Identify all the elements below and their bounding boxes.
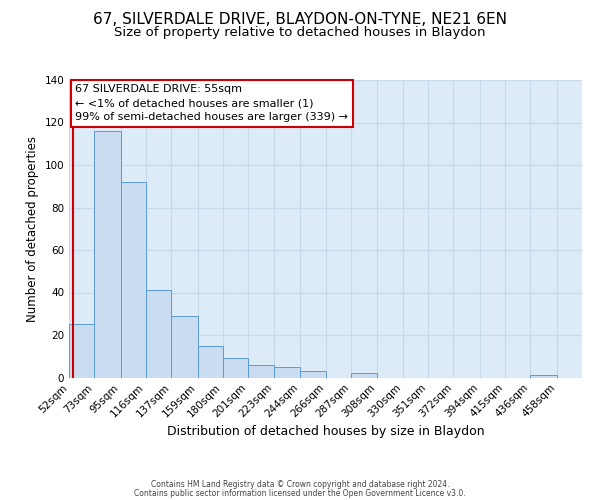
Bar: [69, 324, 94, 378]
Bar: [146, 290, 171, 378]
Bar: [171, 316, 197, 378]
Text: Contains public sector information licensed under the Open Government Licence v3: Contains public sector information licen…: [134, 488, 466, 498]
X-axis label: Distribution of detached houses by size in Blaydon: Distribution of detached houses by size …: [167, 425, 484, 438]
Bar: [94, 131, 121, 378]
Bar: [197, 346, 223, 378]
Bar: [530, 376, 557, 378]
Bar: [299, 371, 326, 378]
Bar: [121, 182, 146, 378]
Bar: [223, 358, 248, 378]
Bar: [274, 367, 299, 378]
Y-axis label: Number of detached properties: Number of detached properties: [26, 136, 39, 322]
Text: Size of property relative to detached houses in Blaydon: Size of property relative to detached ho…: [114, 26, 486, 39]
Text: 67 SILVERDALE DRIVE: 55sqm
← <1% of detached houses are smaller (1)
99% of semi-: 67 SILVERDALE DRIVE: 55sqm ← <1% of deta…: [75, 84, 348, 122]
Text: 67, SILVERDALE DRIVE, BLAYDON-ON-TYNE, NE21 6EN: 67, SILVERDALE DRIVE, BLAYDON-ON-TYNE, N…: [93, 12, 507, 28]
Bar: [352, 373, 377, 378]
Text: Contains HM Land Registry data © Crown copyright and database right 2024.: Contains HM Land Registry data © Crown c…: [151, 480, 449, 489]
Bar: [248, 365, 274, 378]
